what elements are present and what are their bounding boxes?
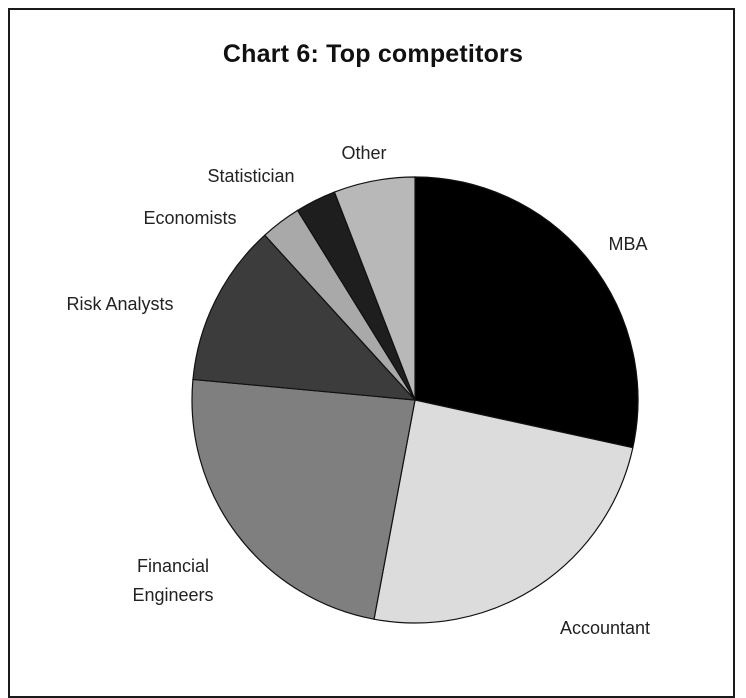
pie-slice-mba bbox=[414, 176, 639, 449]
pie-slice-risk-analysts bbox=[192, 234, 417, 401]
slice-label-accountant: Accountant bbox=[560, 618, 650, 638]
slice-label-risk-analysts: Risk Analysts bbox=[66, 294, 173, 314]
pie-slice-financial-engineers bbox=[191, 378, 416, 620]
slice-label-financial-engineers: Financial Engineers bbox=[132, 556, 213, 605]
slice-label-mba: MBA bbox=[608, 234, 647, 254]
pie-slice-other bbox=[333, 176, 416, 401]
slice-label-other: Other bbox=[341, 143, 386, 163]
chart-title: Chart 6: Top competitors bbox=[222, 40, 524, 68]
pie-chart: MBA Accountant Financial Engineers Risk Anal… bbox=[66, 143, 650, 638]
slice-label-statistician: Statistician bbox=[207, 166, 294, 186]
slice-label-economists: Economists bbox=[143, 208, 236, 228]
pie-slice-accountant bbox=[373, 399, 634, 624]
